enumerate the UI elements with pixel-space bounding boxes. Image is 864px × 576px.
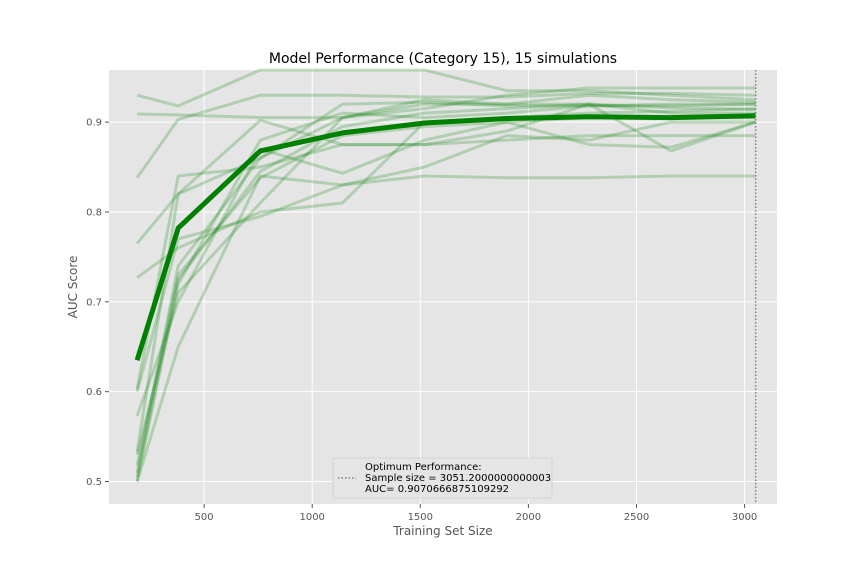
y-tick-label: 0.5: [86, 477, 102, 488]
simulation-line: [135, 102, 756, 478]
simulation-line: [135, 120, 756, 482]
y-tick-label: 0.8: [86, 207, 102, 218]
legend-line-2: Sample size = 3051.2000000000003: [365, 473, 551, 484]
simulation-line: [135, 91, 756, 179]
chart-title: Model Performance (Category 15), 15 simu…: [269, 51, 617, 67]
legend-line-3: AUC= 0.9070666875109292: [365, 484, 509, 495]
simulation-line: [135, 100, 756, 245]
legend: Optimum Performance: Sample size = 3051.…: [332, 457, 553, 499]
x-tick-label: 2000: [516, 512, 541, 523]
y-tick-label: 0.9: [86, 118, 102, 129]
mean-performance-line: [134, 113, 756, 361]
simulation-line: [135, 93, 756, 455]
simulation-line: [137, 86, 756, 120]
legend-box: [332, 457, 553, 499]
legend-line-1: Optimum Performance:: [365, 462, 482, 473]
x-tick-label: 500: [195, 512, 214, 523]
mean-line-group: [134, 113, 756, 361]
simulation-line: [135, 98, 756, 473]
x-tick-label: 2500: [624, 512, 649, 523]
y-tick-labels: 0.5 0.6 0.7 0.8 0.9: [86, 118, 109, 488]
simulation-lines: [135, 68, 757, 482]
x-tick-labels: 500 1000 1500 2000 2500 3000: [195, 504, 757, 523]
y-tick-label: 0.7: [86, 297, 102, 308]
x-axis-label: Training Set Size: [392, 524, 492, 538]
simulation-line: [136, 68, 756, 108]
y-tick-label: 0.6: [86, 387, 102, 398]
x-tick-label: 1500: [408, 512, 433, 523]
y-axis-label: AUC Score: [66, 256, 80, 319]
x-tick-label: 1000: [299, 512, 324, 523]
simulation-line: [135, 102, 757, 453]
simulation-line: [135, 174, 756, 393]
x-tick-label: 3000: [732, 512, 757, 523]
simulation-line: [135, 134, 756, 390]
simulation-line: [135, 102, 756, 482]
plot-area: [109, 70, 777, 504]
simulation-line: [135, 120, 757, 417]
